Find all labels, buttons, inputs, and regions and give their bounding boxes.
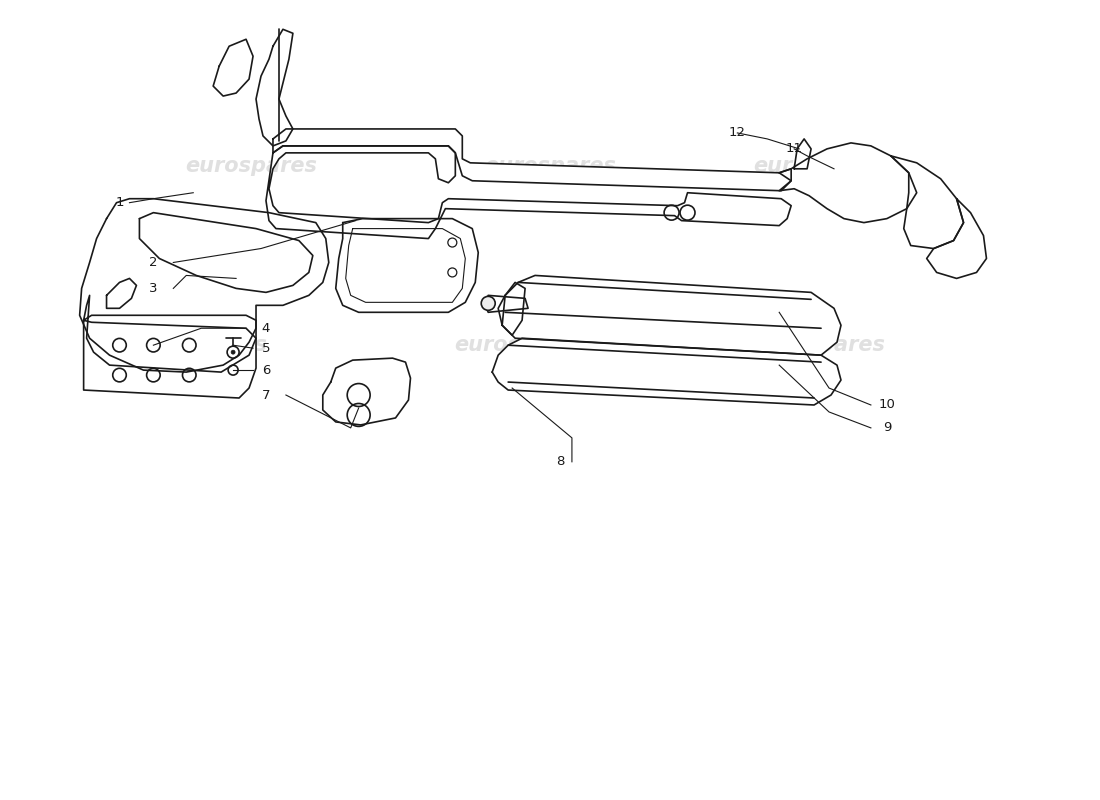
Polygon shape — [84, 295, 256, 372]
Polygon shape — [926, 198, 987, 278]
Text: 4: 4 — [262, 322, 271, 334]
Text: 1: 1 — [116, 196, 124, 209]
Polygon shape — [485, 295, 528, 312]
Text: 8: 8 — [556, 455, 564, 468]
Text: 3: 3 — [150, 282, 157, 295]
Polygon shape — [794, 139, 811, 169]
Text: 9: 9 — [882, 422, 891, 434]
Polygon shape — [492, 338, 842, 405]
Text: 11: 11 — [785, 142, 803, 155]
Text: eurospares: eurospares — [484, 156, 616, 176]
Text: eurospares: eurospares — [454, 335, 586, 355]
Circle shape — [231, 350, 235, 354]
Polygon shape — [336, 218, 478, 312]
Polygon shape — [266, 146, 791, 238]
Polygon shape — [498, 275, 842, 355]
Text: 2: 2 — [150, 256, 157, 269]
Polygon shape — [273, 129, 791, 190]
Text: 7: 7 — [262, 389, 271, 402]
Text: 10: 10 — [879, 398, 895, 411]
Polygon shape — [503, 282, 525, 335]
Text: eurospares: eurospares — [754, 156, 886, 176]
Polygon shape — [891, 156, 964, 249]
Text: 5: 5 — [262, 342, 271, 354]
Polygon shape — [84, 320, 256, 398]
Text: eurospares: eurospares — [185, 156, 317, 176]
Polygon shape — [79, 198, 329, 372]
Polygon shape — [322, 358, 410, 425]
Polygon shape — [779, 143, 916, 222]
Text: 6: 6 — [262, 364, 271, 377]
Circle shape — [481, 296, 495, 310]
Text: 12: 12 — [729, 126, 746, 139]
Polygon shape — [213, 39, 253, 96]
Text: eurospares: eurospares — [135, 335, 267, 355]
Polygon shape — [256, 30, 293, 146]
Text: eurospares: eurospares — [754, 335, 886, 355]
